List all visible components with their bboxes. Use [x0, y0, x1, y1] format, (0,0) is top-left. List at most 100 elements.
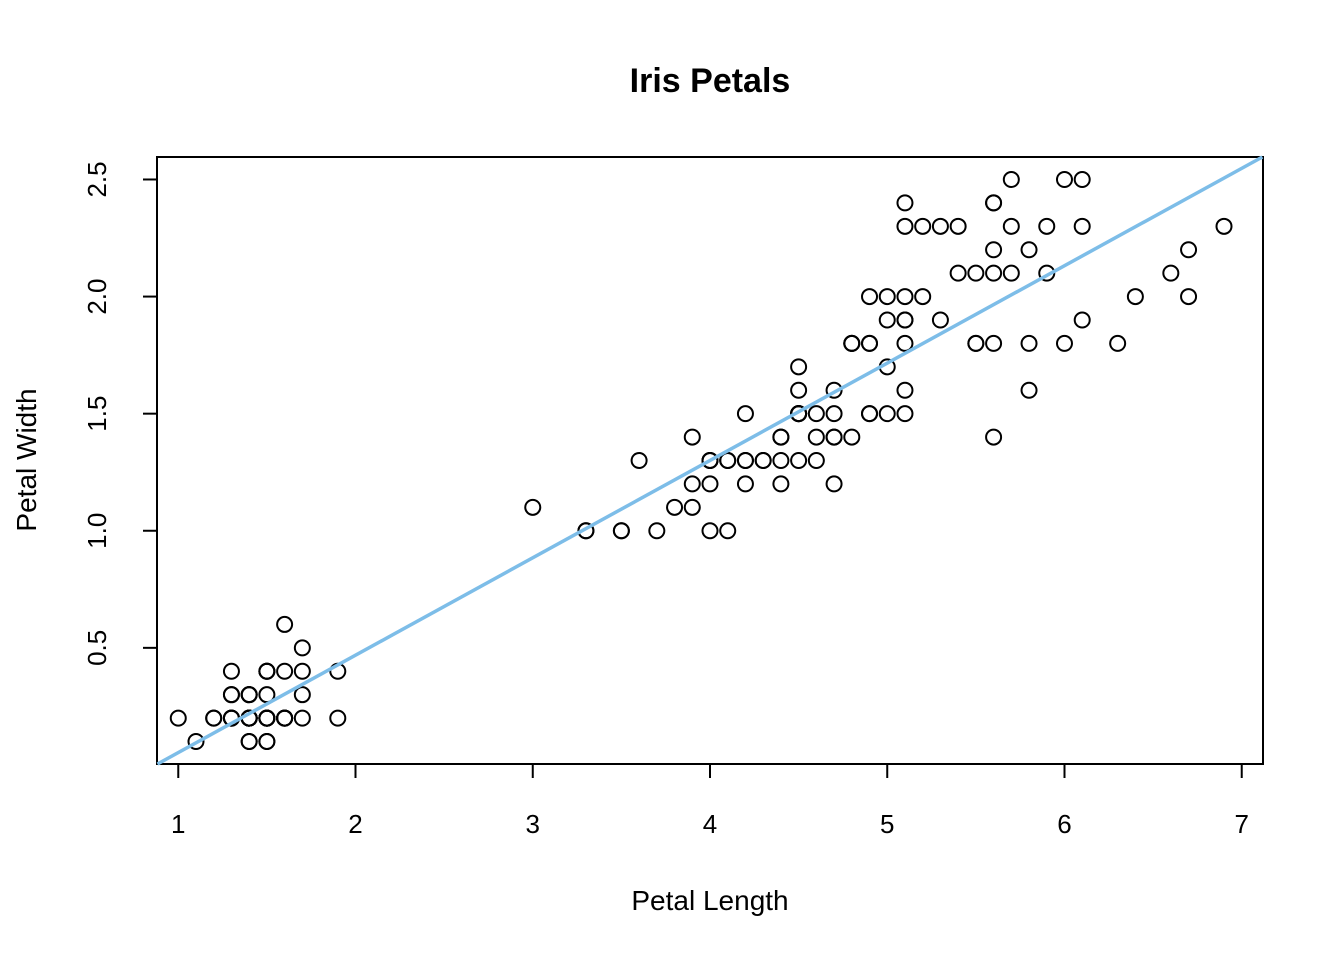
data-point	[772, 475, 790, 493]
data-point	[914, 217, 932, 235]
x-tick-label: 2	[348, 809, 362, 839]
data-point	[1073, 170, 1091, 188]
data-point	[1055, 334, 1073, 352]
data-point	[949, 264, 967, 282]
data-point	[985, 241, 1003, 259]
data-point	[967, 334, 985, 352]
data-point	[1002, 217, 1020, 235]
data-point	[683, 475, 701, 493]
data-point	[985, 264, 1003, 282]
data-point	[1073, 311, 1091, 329]
data-point	[666, 498, 684, 516]
data-point	[896, 334, 914, 352]
data-point	[931, 217, 949, 235]
y-tick-label: 0.5	[82, 630, 112, 666]
data-point	[825, 428, 843, 446]
y-axis: 0.5 1.0 1.5 2.0 2.5	[82, 161, 158, 666]
data-point	[896, 288, 914, 306]
data-point	[807, 428, 825, 446]
data-point	[985, 428, 1003, 446]
data-point	[736, 452, 754, 469]
data-point	[825, 405, 843, 423]
data-point	[222, 662, 240, 680]
data-point	[896, 405, 914, 423]
data-point	[293, 639, 311, 657]
data-point	[222, 686, 240, 704]
data-point	[790, 358, 808, 376]
y-tick-label: 1.5	[82, 396, 112, 432]
data-point	[1055, 170, 1073, 188]
data-point	[807, 405, 825, 423]
data-point	[1020, 381, 1038, 399]
data-point	[790, 381, 808, 399]
data-point	[258, 662, 276, 680]
data-point	[878, 405, 896, 423]
data-point	[293, 709, 311, 727]
x-tick-label: 7	[1234, 809, 1248, 839]
data-point	[205, 709, 223, 727]
data-point	[293, 662, 311, 680]
data-point	[1180, 288, 1198, 306]
data-point	[772, 428, 790, 446]
data-point	[524, 498, 542, 516]
data-point	[861, 288, 879, 306]
data-point	[1020, 241, 1038, 259]
x-tick-label: 5	[880, 809, 894, 839]
data-point	[1073, 217, 1091, 235]
data-point	[914, 288, 932, 306]
data-point	[896, 217, 914, 235]
data-point	[790, 452, 808, 469]
chart-title: Iris Petals	[630, 62, 791, 100]
data-point	[169, 709, 187, 727]
data-point	[985, 334, 1003, 352]
x-tick-label: 1	[171, 809, 185, 839]
data-point	[276, 615, 294, 633]
data-point	[258, 733, 276, 751]
y-tick-label: 2.5	[82, 161, 112, 197]
data-point	[329, 709, 347, 727]
data-point	[825, 381, 843, 399]
data-point	[1002, 170, 1020, 188]
x-tick-label: 3	[526, 809, 540, 839]
regression-line	[156, 155, 1264, 766]
data-point	[736, 405, 754, 423]
data-point	[240, 686, 258, 704]
data-point	[1109, 334, 1127, 352]
data-point	[293, 686, 311, 704]
data-point	[878, 311, 896, 329]
data-point	[807, 452, 825, 469]
data-point	[1126, 288, 1144, 306]
data-point	[843, 334, 861, 352]
data-point	[861, 334, 879, 352]
data-point	[896, 381, 914, 399]
data-point	[1162, 264, 1180, 282]
data-point	[1038, 217, 1056, 235]
x-axis-label: Petal Length	[631, 885, 788, 916]
data-point	[630, 452, 648, 469]
data-point	[701, 452, 719, 469]
data-point	[701, 475, 719, 493]
data-point	[276, 709, 294, 727]
data-point	[1020, 334, 1038, 352]
data-point	[240, 733, 258, 751]
data-point	[1002, 264, 1020, 282]
data-point	[985, 194, 1003, 212]
data-point	[612, 522, 630, 540]
data-point	[1180, 241, 1198, 259]
data-points	[169, 170, 1233, 751]
data-point	[719, 522, 737, 540]
y-tick-label: 1.0	[82, 513, 112, 549]
data-point	[931, 311, 949, 329]
data-point	[1215, 217, 1233, 235]
x-axis: 1 2 3 4 5 6 7	[171, 763, 1249, 839]
data-point	[949, 217, 967, 235]
data-point	[736, 475, 754, 493]
data-point	[843, 428, 861, 446]
data-point	[896, 194, 914, 212]
data-point	[790, 405, 808, 423]
x-tick-label: 4	[703, 809, 717, 839]
data-point	[701, 522, 719, 540]
data-point	[896, 311, 914, 329]
data-point	[861, 405, 879, 423]
y-tick-label: 2.0	[82, 278, 112, 314]
